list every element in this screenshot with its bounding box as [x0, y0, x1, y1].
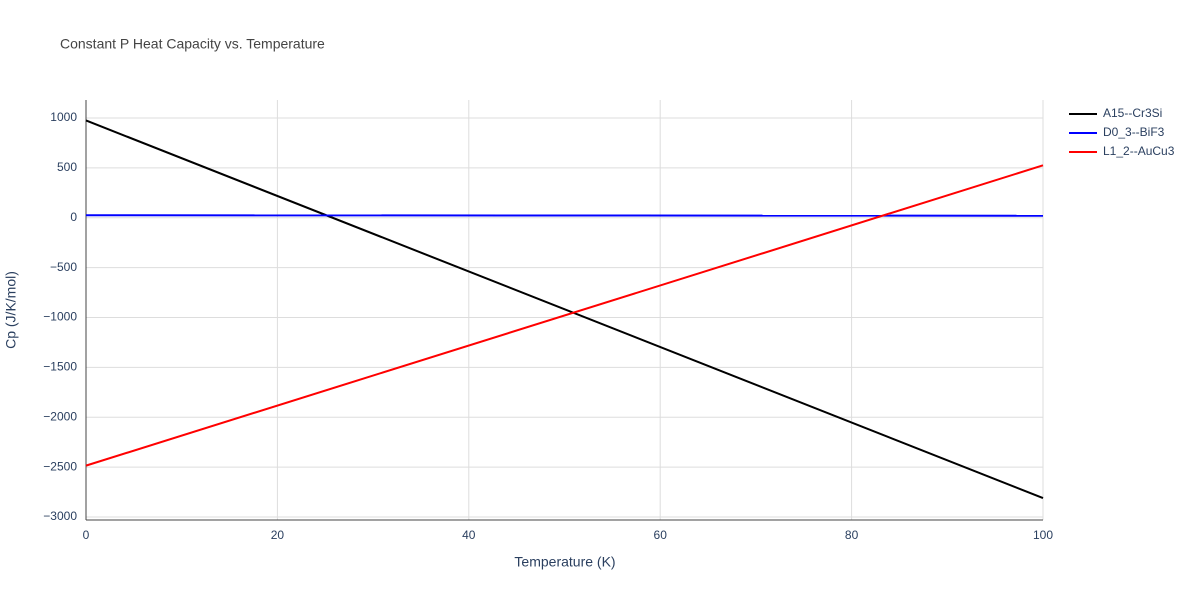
x-tick-label: 80	[845, 528, 859, 542]
legend-label: L1_2--AuCu3	[1103, 144, 1175, 158]
x-tick-label: 100	[1033, 528, 1053, 542]
y-tick-label: −1500	[43, 360, 77, 374]
legend-label: A15--Cr3Si	[1103, 106, 1162, 120]
x-tick-label: 20	[271, 528, 285, 542]
chart-title: Constant P Heat Capacity vs. Temperature	[60, 36, 325, 52]
x-axis-label: Temperature (K)	[514, 554, 615, 570]
x-tick-label: 40	[462, 528, 476, 542]
line-series	[85, 164, 1044, 467]
y-tick-label: −1000	[43, 310, 77, 324]
y-tick-label: −2500	[43, 459, 77, 473]
y-tick-label: 1000	[50, 110, 77, 124]
x-tick-label: 0	[83, 528, 90, 542]
y-tick-label: 500	[57, 160, 77, 174]
line-series	[85, 119, 1044, 499]
y-tick-label: 0	[70, 210, 77, 224]
y-tick-label: −2000	[43, 409, 77, 423]
y-tick-label: −500	[50, 260, 77, 274]
x-tick-label: 60	[654, 528, 668, 542]
y-tick-label: −3000	[43, 509, 77, 523]
legend-label: D0_3--BiF3	[1103, 125, 1165, 139]
y-axis-label: Cp (J/K/mol)	[3, 271, 19, 349]
